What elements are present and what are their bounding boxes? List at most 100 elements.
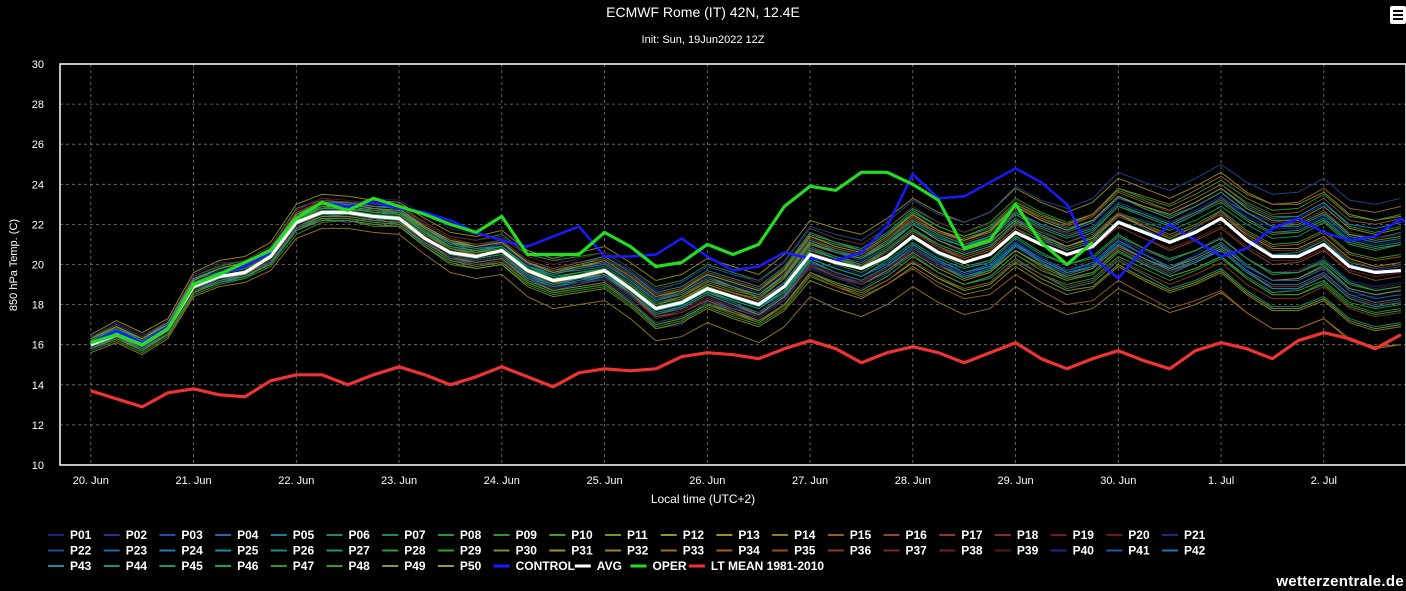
legend-label: P35: [794, 544, 816, 558]
series-line-oper: [90, 170, 1094, 347]
site-credit: wetterzentrale.de: [1276, 573, 1404, 590]
legend-label: LT MEAN 1981-2010: [711, 559, 824, 573]
series-line-lt-mean-1981-2010: [90, 331, 1402, 409]
legend-label: P23: [126, 544, 148, 558]
legend-label: P14: [794, 528, 816, 542]
legend-label: P44: [126, 559, 148, 573]
series-line-avg: [90, 210, 1402, 347]
perturbation-line-P48: [90, 217, 1401, 352]
x-tick-label: 24. Jun: [484, 475, 520, 487]
legend-label: P01: [70, 528, 92, 542]
perturbation-line-P16: [90, 201, 1401, 340]
legend-label: P02: [126, 528, 148, 542]
legend-label: P09: [516, 528, 538, 542]
plot-frame: [59, 63, 1406, 466]
perturbation-line-P14: [90, 227, 1401, 356]
legend-label: P30: [516, 544, 538, 558]
legend-label: P16: [906, 528, 928, 542]
legend-label: P21: [1184, 528, 1206, 542]
x-tick-label: 23. Jun: [381, 475, 417, 487]
chart-menu-button[interactable]: [1390, 6, 1406, 24]
legend-label: P41: [1128, 544, 1150, 558]
legend-label: P28: [404, 544, 426, 558]
legend-label: P12: [683, 528, 705, 542]
legend-label: CONTROL: [516, 559, 575, 573]
y-tick-label: 14: [32, 380, 44, 392]
legend-label: P47: [293, 559, 315, 573]
legend-label: P43: [70, 559, 92, 573]
legend-label: P15: [850, 528, 872, 542]
perturbation-line-P33: [90, 175, 1402, 350]
legend-label: P39: [1017, 544, 1039, 558]
y-tick-label: 24: [32, 179, 44, 191]
legend-label: P27: [349, 544, 371, 558]
legend-label: P08: [460, 528, 482, 542]
legend-label: P11: [627, 528, 648, 542]
legend-label: P05: [293, 528, 315, 542]
y-tick-label: 20: [32, 260, 44, 272]
x-tick-label: 20. Jun: [73, 475, 109, 487]
x-axis-label: Local time (UTC+2): [651, 492, 755, 506]
axis-ticks: 10 12 14 16 18 20 22 24 26 28 30 20. Jun 21. Jun 22. …: [32, 59, 1337, 487]
y-tick-label: 18: [32, 300, 44, 312]
legend-label: P45: [181, 559, 203, 573]
legend-label: P29: [460, 544, 482, 558]
y-tick-label: 16: [32, 340, 44, 352]
legend-label: P38: [961, 544, 983, 558]
legend-label: P36: [850, 544, 872, 558]
x-tick-label: 2. Jul: [1311, 475, 1337, 487]
perturbation-line-P45: [90, 213, 1401, 348]
y-tick-label: 28: [32, 99, 44, 111]
chart-title: ECMWF Rome (IT) 42N, 12.4E: [606, 4, 800, 20]
x-tick-label: 30. Jun: [1100, 475, 1136, 487]
x-tick-label: 22. Jun: [278, 475, 314, 487]
perturbation-line-P09: [90, 219, 1401, 354]
legend-label: P49: [404, 559, 426, 573]
legend-label: AVG: [597, 559, 622, 573]
x-tick-label: 28. Jun: [895, 475, 931, 487]
legend-label: P24: [181, 544, 203, 558]
x-tick-label: 26. Jun: [689, 475, 725, 487]
perturbation-line-P47: [90, 201, 1401, 346]
legend-label: P07: [404, 528, 426, 542]
y-tick-label: 12: [32, 420, 44, 432]
legend-label: P33: [683, 544, 705, 558]
legend-label: P40: [1073, 544, 1095, 558]
legend-label: P50: [460, 559, 482, 573]
x-tick-label: 29. Jun: [998, 475, 1034, 487]
x-tick-label: 21. Jun: [176, 475, 212, 487]
legend-label: P26: [293, 544, 315, 558]
legend-label: P19: [1073, 528, 1095, 542]
y-tick-label: 10: [32, 460, 44, 472]
legend-label: P34: [738, 544, 760, 558]
legend-label: P48: [349, 559, 371, 573]
y-axis-label: 850 hPa Temp. (C): [8, 219, 20, 311]
x-tick-label: 27. Jun: [792, 475, 828, 487]
legend-label: P46: [237, 559, 259, 573]
legend-label: P32: [627, 544, 649, 558]
perturbation-line-P13: [90, 171, 1401, 336]
perturbation-line-P44: [90, 199, 1401, 344]
legend-label: OPER: [653, 559, 687, 573]
legend: P01 P02 P03 P04 P05 P06 P07 P08 P09 P10 P11 P12 P13 P…: [48, 528, 1206, 573]
perturbation-line-P43: [90, 201, 1401, 340]
y-tick-label: 30: [32, 59, 44, 71]
legend-label: P04: [237, 528, 259, 542]
perturbation-line-P06: [90, 213, 1401, 350]
menu-icon: [1393, 10, 1403, 12]
legend-label: P18: [1017, 528, 1039, 542]
legend-label: P10: [571, 528, 593, 542]
legend-label: P03: [181, 528, 203, 542]
perturbation-line-P30: [90, 219, 1401, 352]
main-series-lines: [90, 167, 1406, 409]
legend-label: P17: [961, 528, 983, 542]
legend-label: P37: [906, 544, 928, 558]
legend-label: P13: [738, 528, 760, 542]
chart-subtitle: Init: Sun, 19Jun2022 12Z: [642, 34, 765, 46]
x-tick-label: 25. Jun: [587, 475, 623, 487]
legend-label: P42: [1184, 544, 1206, 558]
perturbation-line-P20: [90, 187, 1401, 338]
y-tick-label: 26: [32, 139, 44, 151]
legend-label: P31: [571, 544, 593, 558]
